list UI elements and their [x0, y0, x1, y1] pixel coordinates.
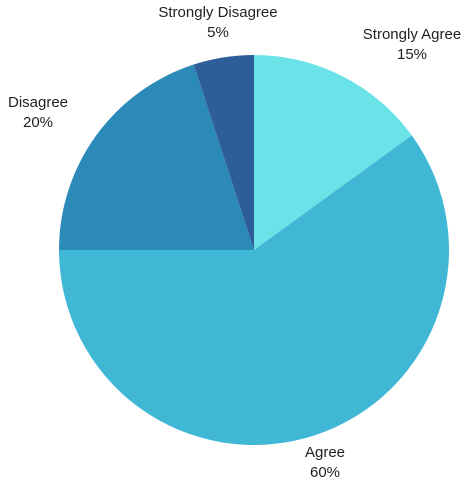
slice-percent-label: 15%: [397, 46, 427, 63]
slice-percent-label: 60%: [310, 464, 340, 481]
slice-percent-label: 5%: [207, 24, 229, 41]
pie-slice-strongly-agree: [254, 55, 412, 250]
slice-category-label: Agree: [305, 444, 345, 461]
slice-label-disagree: Disagree 20%: [8, 94, 68, 131]
slice-percent-label: 20%: [23, 114, 53, 131]
pie-slice-agree: [59, 135, 449, 446]
pie-labels: Strongly Agree 15% Agree 60% Disagree 20% Stro…: [8, 4, 461, 481]
pie-slice-strongly-disagree: [193, 55, 254, 250]
slice-label-agree: Agree 60%: [305, 444, 345, 481]
pie-slice-disagree: [59, 64, 254, 250]
slice-category-label: Strongly Agree: [363, 26, 461, 43]
pie-slices: [59, 55, 449, 446]
slice-category-label: Disagree: [8, 94, 68, 111]
slice-category-label: Strongly Disagree: [158, 4, 277, 21]
slice-label-strongly-disagree: Strongly Disagree 5%: [158, 4, 277, 41]
slice-label-strongly-agree: Strongly Agree 15%: [363, 26, 461, 63]
